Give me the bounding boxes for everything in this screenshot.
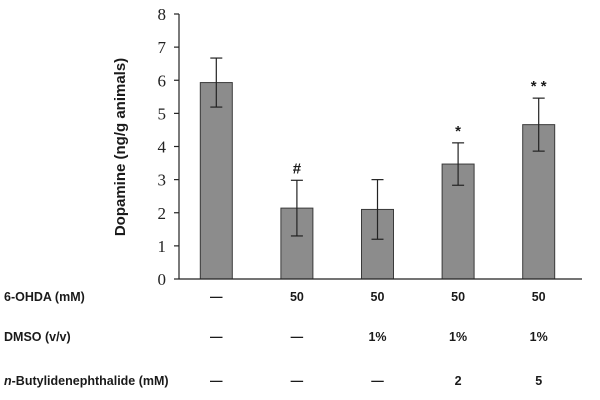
y-tick-label: 5: [158, 104, 167, 123]
condition-value: 5: [535, 374, 542, 388]
y-ticks: 0 1 2 3 4 5 6 7 8: [158, 5, 179, 289]
y-tick-label: 3: [158, 171, 167, 190]
y-tick-label: 1: [158, 237, 167, 256]
condition-values: — 50 50 50 50 — — 1% 1% 1% — — — 2 5: [210, 290, 548, 388]
bar: [199, 82, 233, 280]
y-axis-title: Dopamine (ng/g animals): [112, 58, 129, 236]
condition-value: 1%: [530, 330, 548, 344]
condition-value: —: [210, 330, 223, 344]
condition-value: 50: [371, 290, 385, 304]
condition-value: 50: [451, 290, 465, 304]
condition-value: 50: [290, 290, 304, 304]
condition-value: 2: [455, 374, 462, 388]
error-bars: [210, 57, 545, 240]
condition-value: —: [210, 290, 223, 304]
condition-label-butylidenephthalide: n-Butylidenephthalide (mM): [4, 374, 169, 388]
condition-value: —: [371, 374, 384, 388]
condition-label-6ohda: 6-OHDA (mM): [4, 290, 85, 304]
y-tick-label: 7: [158, 38, 167, 57]
bar: [441, 163, 475, 280]
condition-value: —: [210, 374, 223, 388]
significance-mark: *: [455, 123, 461, 140]
y-tick-label: 6: [158, 71, 167, 90]
condition-value: —: [291, 330, 304, 344]
y-tick-label: 0: [158, 270, 167, 289]
condition-value: —: [291, 374, 304, 388]
y-tick-label: 2: [158, 204, 167, 223]
condition-value: 1%: [368, 330, 386, 344]
condition-value: 50: [532, 290, 546, 304]
condition-label-dmso: DMSO (v/v): [4, 330, 71, 344]
condition-label-text: -Butylidenephthalide (mM): [12, 374, 169, 388]
significance-mark: #: [293, 160, 302, 177]
y-tick-label: 8: [158, 5, 167, 24]
significance-marks: # * * *: [293, 78, 547, 177]
condition-value: 1%: [449, 330, 467, 344]
significance-mark: * *: [531, 78, 547, 95]
y-tick-label: 4: [158, 138, 167, 157]
condition-label-italic-prefix: n: [4, 374, 12, 388]
